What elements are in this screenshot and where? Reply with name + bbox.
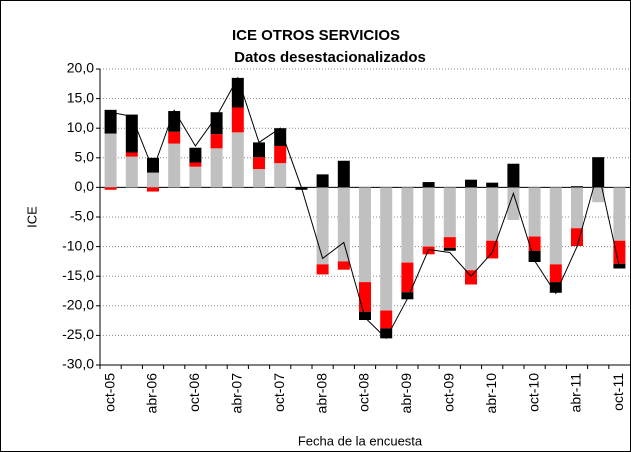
- bar-segment: [231, 77, 244, 108]
- bar-segment: [189, 147, 202, 163]
- bar-segment: [104, 133, 117, 188]
- y-tick-label: 0,0: [75, 178, 95, 194]
- bar-segment: [316, 187, 329, 265]
- x-tick-label: oct-07: [271, 373, 287, 412]
- x-tick-label: abr-09: [398, 373, 414, 414]
- bar-segment: [189, 162, 202, 167]
- bar-segment: [380, 310, 393, 329]
- y-tick-label: 5,0: [75, 149, 95, 165]
- bar-segment: [231, 132, 244, 188]
- bar-segment: [571, 228, 583, 247]
- bar-segment: [104, 187, 117, 190]
- y-tick-label: 15,0: [67, 89, 94, 105]
- y-tick-label: -10,0: [62, 237, 94, 253]
- x-tick-label: oct-05: [101, 373, 117, 412]
- bar-segment: [528, 187, 541, 237]
- bar-segment: [401, 187, 414, 263]
- y-tick-label: -15,0: [62, 267, 94, 283]
- bar-segment: [147, 172, 159, 188]
- bar-segment: [401, 292, 414, 300]
- bar-segment: [613, 187, 626, 241]
- x-tick-label: abr-10: [483, 373, 499, 414]
- bar-segment: [486, 182, 499, 188]
- bar-segment: [274, 145, 287, 164]
- bar-segment: [528, 250, 541, 262]
- bar-segment: [125, 152, 138, 157]
- bar-segment: [125, 114, 138, 153]
- bar-segment: [210, 148, 223, 188]
- y-tick-label: -25,0: [62, 326, 94, 342]
- bar-segment: [486, 187, 499, 241]
- bar-segment: [168, 131, 181, 144]
- bar-segment: [507, 163, 520, 188]
- bar-segment: [465, 187, 477, 271]
- bar-segment: [253, 157, 265, 170]
- bar-segment: [549, 282, 562, 293]
- bar-segment: [316, 174, 329, 188]
- bar-segment: [359, 282, 371, 312]
- bar-segment: [274, 163, 287, 188]
- bar-segment: [147, 187, 159, 192]
- x-axis-label: Fecha de la encuesta: [298, 433, 423, 448]
- bar-segment: [253, 142, 265, 158]
- y-tick-label: 20,0: [67, 60, 94, 76]
- bar-segment: [231, 107, 244, 133]
- x-tick-label: abr-08: [313, 373, 329, 414]
- y-tick-label: -20,0: [62, 297, 94, 313]
- bar-segment: [486, 240, 499, 259]
- bar-segment: [337, 261, 350, 270]
- bar-segment: [443, 187, 456, 238]
- total-line: [110, 76, 620, 340]
- bar-segment: [380, 187, 393, 311]
- bar-segment: [443, 247, 456, 251]
- bar-segment: [443, 237, 456, 248]
- bar-segment: [401, 262, 414, 293]
- bar-segment: [274, 128, 287, 146]
- x-tick-label: oct-08: [356, 373, 372, 412]
- x-tick-label: abr-11: [568, 373, 584, 413]
- bar-segment: [549, 264, 562, 283]
- chart-subtitle: Datos desestacionalizados: [234, 49, 426, 66]
- x-tick-label: abr-07: [229, 373, 245, 414]
- bar-segment: [465, 179, 477, 188]
- bar-segment: [337, 187, 350, 262]
- bar-segment: [337, 160, 350, 188]
- bar-segment: [613, 240, 626, 264]
- bar-segment: [571, 186, 583, 188]
- x-tick-label: oct-09: [441, 373, 457, 412]
- x-tick-label: abr-06: [144, 373, 160, 414]
- bar-segment: [528, 236, 541, 251]
- x-tick-label: oct-10: [525, 373, 541, 412]
- bar-segment: [592, 187, 605, 203]
- bar-segment: [465, 270, 477, 285]
- bar-segment: [507, 187, 520, 220]
- y-tick-label: -5,0: [70, 208, 94, 224]
- bar-segment: [104, 109, 117, 134]
- y-tick-label: 10,0: [67, 119, 94, 135]
- x-tick-label: oct-06: [186, 373, 202, 412]
- bar-segment: [168, 143, 181, 188]
- y-tick-label: -30,0: [62, 356, 94, 372]
- bar-segment: [189, 166, 202, 188]
- bar-segment: [253, 169, 265, 188]
- bar-segment: [422, 187, 435, 247]
- bar-segment: [359, 187, 371, 283]
- chart-title: ICE OTROS SERVICIOS: [232, 27, 400, 44]
- bar-segment: [380, 328, 393, 339]
- x-tick-label: oct-11: [610, 373, 626, 411]
- bar-segment: [316, 264, 329, 275]
- y-axis-label: ICE: [24, 206, 39, 228]
- bar-segment: [571, 187, 583, 229]
- bar-segment: [210, 134, 223, 149]
- bar-segment: [125, 156, 138, 188]
- bar-segment: [549, 187, 562, 265]
- bar-segment: [210, 112, 223, 135]
- bar-segment: [422, 182, 435, 188]
